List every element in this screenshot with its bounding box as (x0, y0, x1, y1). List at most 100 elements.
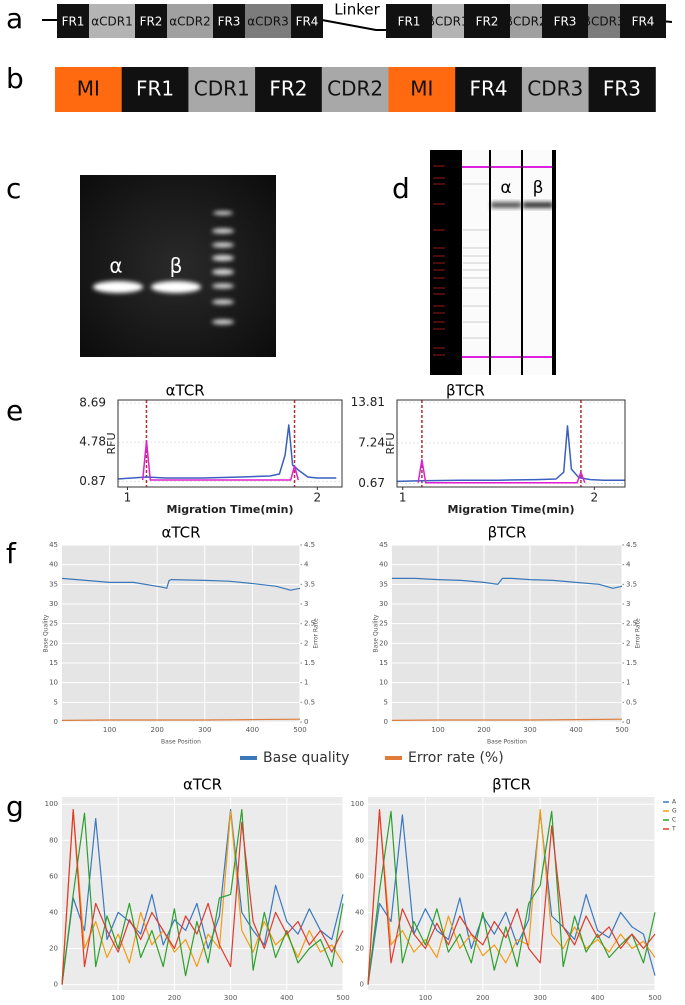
segment (620, 4, 666, 38)
x-tick-label: 500 (293, 726, 306, 734)
y-tick-label: 5 (384, 698, 388, 706)
panel-label: c (6, 172, 21, 205)
y-tick-label: 0.67 (358, 476, 385, 490)
y-tick-label: 35 (49, 580, 58, 588)
segment-label: FR2 (476, 15, 499, 29)
x-tick-label: 400 (591, 994, 604, 1002)
y-tick-label: 60 (355, 872, 364, 880)
segment-label: CDR3 (527, 77, 583, 101)
y-tick-label: 30 (379, 600, 388, 608)
gel-band (151, 281, 201, 293)
x-tick-label: 100 (431, 726, 444, 734)
linker-label: Linker (334, 1, 380, 19)
lane-label: α (500, 178, 511, 198)
x-tick-label: 2 (591, 491, 599, 505)
segment (291, 4, 323, 38)
x-axis-label: Base Position (161, 739, 201, 746)
y-tick-label: 15 (379, 659, 388, 667)
x-tick-label: 100 (419, 994, 432, 1002)
y2-tick-label: 0.5 (304, 698, 315, 706)
lane-label: β (170, 254, 183, 278)
x-tick-label: 200 (476, 994, 489, 1002)
plot-background (62, 797, 343, 990)
x-tick-label: 400 (246, 726, 259, 734)
ladder-bands (463, 183, 489, 339)
x-tick-label: 300 (534, 994, 547, 1002)
x-axis-label: Base Position (487, 739, 527, 746)
y-tick-label: 5 (54, 698, 58, 706)
segment (321, 67, 389, 112)
legend-label: T (671, 826, 676, 833)
legend-label: Error rate (%) (408, 750, 504, 766)
y-tick-label: 13.81 (351, 395, 385, 409)
gel-band (523, 202, 553, 208)
segment-label: FR1 (136, 77, 174, 101)
panel-label: b (6, 62, 24, 95)
y-tick-label: 25 (379, 620, 388, 628)
segment-label: αCDR2 (169, 15, 211, 29)
y-tick-label: 40 (355, 908, 364, 916)
lane-label: α (109, 254, 122, 278)
y-tick-label: 45 (379, 541, 388, 549)
segment (510, 4, 542, 38)
y-tick-label: 10 (379, 679, 388, 687)
gel-band (93, 281, 143, 293)
y2-tick-label: 4 (626, 561, 631, 569)
x-tick-label: 400 (569, 726, 582, 734)
segment-label: FR3 (603, 77, 641, 101)
y-tick-label: 100 (351, 800, 364, 808)
segment-label: αCDR3 (247, 15, 289, 29)
y2-tick-label: 2 (304, 639, 308, 647)
panel-label: f (6, 537, 17, 570)
y-tick-label: 0 (360, 981, 364, 989)
x-tick-label: 1 (399, 491, 407, 505)
series-line (367, 809, 656, 985)
panel-label: e (6, 394, 23, 427)
chart-title: αTCR (161, 524, 200, 542)
segment-label: MI (410, 77, 433, 101)
series-line (61, 809, 344, 985)
y2-tick-label: 4 (304, 561, 309, 569)
ladder-legend (430, 150, 462, 375)
segment (432, 4, 464, 38)
chart-title: βTCR (488, 524, 527, 542)
plot-frame (396, 399, 626, 488)
segment-label: FR1 (398, 15, 421, 29)
segment (55, 67, 123, 112)
segment (89, 4, 135, 38)
y-tick-label: 35 (379, 580, 388, 588)
chart-title: αTCR (166, 382, 205, 400)
segment (57, 4, 89, 38)
series-line (367, 809, 656, 985)
y-tick-label: 80 (355, 836, 364, 844)
segment-label: βCDR2 (505, 15, 546, 29)
x-tick-label: 100 (103, 726, 116, 734)
y-tick-label: 25 (49, 620, 58, 628)
x-tick-label: 200 (151, 726, 164, 734)
x-axis-label: Migration Time(min) (167, 503, 294, 516)
x-tick-label: 300 (523, 726, 536, 734)
y-tick-label: 30 (49, 600, 58, 608)
y-tick-label: 40 (379, 561, 388, 569)
x-tick-label: 500 (648, 994, 661, 1002)
y2-tick-label: 2.5 (304, 620, 315, 628)
gel-ladder (212, 211, 234, 325)
segment (121, 67, 189, 112)
legend-label: C (672, 817, 676, 824)
segment (455, 67, 523, 112)
x-tick-label: 200 (477, 726, 490, 734)
segment-label: MI (77, 77, 100, 101)
y2-tick-label: 0.5 (626, 698, 637, 706)
lane-label: β (533, 178, 544, 198)
y2-tick-label: 3 (626, 600, 630, 608)
y-tick-label: 20 (379, 639, 388, 647)
y-tick-label: 45 (49, 541, 58, 549)
segment-label: FR4 (469, 77, 507, 101)
y2-tick-label: 1 (304, 679, 308, 687)
segment (188, 67, 256, 112)
segment-label: CDR2 (327, 77, 383, 101)
y-tick-label: 8.69 (79, 396, 106, 410)
segment (521, 67, 590, 112)
